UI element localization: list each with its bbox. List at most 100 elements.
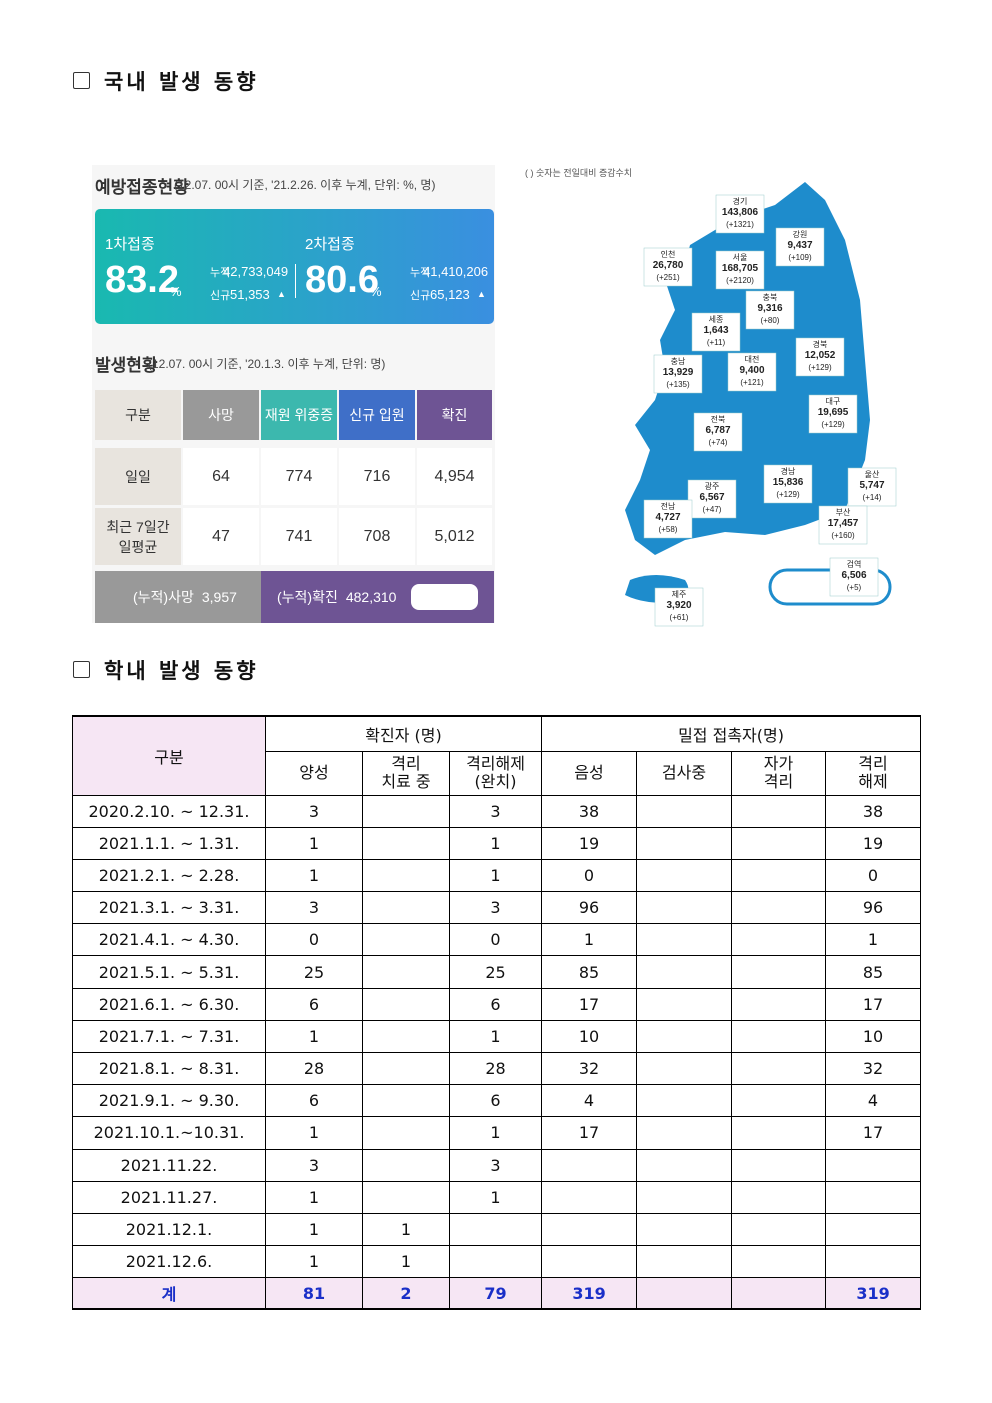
header-cell: 재원 위중증: [261, 390, 337, 440]
region-name: 부산: [836, 507, 851, 517]
total-value: 3,957: [201, 589, 237, 605]
dose-new: 65,123: [430, 287, 470, 302]
cell: 1: [448, 826, 543, 860]
region-count: 1,643: [703, 325, 728, 336]
cell: [731, 1084, 827, 1118]
cell: 32: [825, 1051, 922, 1086]
total-label: (누적)사망: [133, 589, 194, 605]
cell: 0: [541, 858, 638, 893]
region-count: 3,920: [666, 600, 691, 611]
cell: [636, 1212, 733, 1247]
table-row: 2021.5.1. ~ 5.31. 25 25 85 85: [72, 955, 922, 989]
cell: [362, 1084, 450, 1118]
cell: 6: [265, 1084, 363, 1118]
vaccination-panel: 예방접종현황 (12.07. 00시 기준, '21.2.26. 이후 누계, …: [92, 165, 495, 623]
cell: [362, 794, 450, 828]
cell: [825, 1148, 922, 1182]
occurrence-table: 구분 사망 재원 위중증 신규 입원 확진 일일 64 774 716 4,954 최근 7일간 일…: [95, 390, 494, 623]
cell: [636, 1277, 733, 1310]
region-change: (+11): [707, 338, 726, 347]
table-row: 2021.12.1. 1 1: [72, 1212, 922, 1247]
cell: 1: [265, 826, 363, 860]
region-name: 인천: [661, 249, 676, 259]
region-name: 경북: [813, 339, 828, 349]
header-cell: 사망: [183, 390, 259, 440]
cell: 3: [265, 891, 363, 925]
cell: 85: [825, 955, 922, 989]
region-count: 9,316: [757, 303, 782, 314]
cell: [731, 1148, 827, 1182]
section-title: 학내 발생 동향: [104, 659, 259, 683]
cell: 17: [541, 987, 638, 1021]
dose-rate: 80.6: [305, 259, 379, 301]
divider: [295, 264, 296, 298]
cell: [636, 794, 733, 828]
table-row: 2021.11.22. 3 3: [72, 1148, 922, 1182]
checkbox: [73, 72, 90, 89]
cell: 96: [825, 891, 922, 925]
region-box: [653, 354, 703, 394]
cell: 25: [448, 955, 543, 989]
region-change: (+5): [847, 583, 862, 592]
cell: [362, 1019, 450, 1054]
dose-cum-label: 누적: [410, 267, 431, 279]
region-box: [687, 479, 737, 519]
dose-cum-label: 누적: [210, 267, 231, 279]
cell: 32: [541, 1051, 638, 1086]
region-box: [795, 337, 845, 377]
region-count: 19,695: [818, 407, 849, 418]
region-count: 13,929: [663, 367, 694, 378]
cell: 1: [448, 858, 543, 893]
header-cell: 자가 격리: [731, 750, 827, 796]
row-label: 2021.9.1. ~ 9.30.: [72, 1084, 266, 1118]
dose-new: 51,353: [230, 287, 270, 302]
region-box: [715, 194, 765, 234]
cell: 17: [825, 987, 922, 1021]
header-cell: 확진자 (명): [264, 715, 543, 752]
cell: [636, 1148, 733, 1182]
cell: [731, 794, 827, 828]
dose-label: 1차접종: [105, 236, 155, 253]
region-box: [691, 312, 741, 352]
header-cell: 구분: [95, 390, 181, 440]
row-label: 2021.8.1. ~ 8.31.: [72, 1051, 266, 1086]
cell: [731, 858, 827, 893]
cell: 4: [541, 1084, 638, 1118]
region-name: 강원: [793, 229, 808, 239]
cell: [825, 1212, 922, 1247]
cell: [362, 987, 450, 1021]
cell: 6: [448, 987, 543, 1021]
total-value: 482,310: [345, 589, 397, 605]
dose-cum: 41,410,206: [423, 264, 489, 279]
cell: 17: [541, 1116, 638, 1150]
region-box: [808, 394, 858, 434]
cell: 1: [265, 1212, 363, 1247]
cell: 1: [825, 923, 922, 957]
total-bar: (누적)사망 3,957: [95, 571, 261, 623]
region-name: 대구: [826, 397, 841, 406]
region-box: [745, 290, 795, 330]
region-box: [775, 227, 825, 267]
table-row: 계 81 2 79 319 319: [72, 1277, 922, 1310]
cell: [362, 955, 450, 989]
panel-title: 발생현황: [95, 356, 158, 375]
row-label: 일일: [95, 448, 181, 505]
table-row: 2021.9.1. ~ 9.30. 6 6 4 4: [72, 1084, 922, 1118]
cell: [636, 1051, 733, 1086]
cell: 38: [541, 794, 638, 828]
region-change: (+129): [821, 420, 845, 429]
cell: 3: [448, 891, 543, 925]
region-change: (+47): [703, 505, 722, 514]
region-name: 경남: [781, 466, 796, 476]
region-name: 세종: [709, 315, 724, 324]
region-change: (+2120): [726, 276, 754, 285]
panel-title: 예방접종현황: [95, 178, 189, 197]
cell: 2: [362, 1277, 450, 1310]
region-change: (+160): [831, 531, 855, 540]
region-count: 6,506: [841, 570, 866, 581]
cell: [541, 1212, 638, 1247]
region-count: 17,457: [828, 518, 859, 529]
cell: 28: [448, 1051, 543, 1086]
cell: [825, 1180, 922, 1214]
cell: [362, 923, 450, 957]
